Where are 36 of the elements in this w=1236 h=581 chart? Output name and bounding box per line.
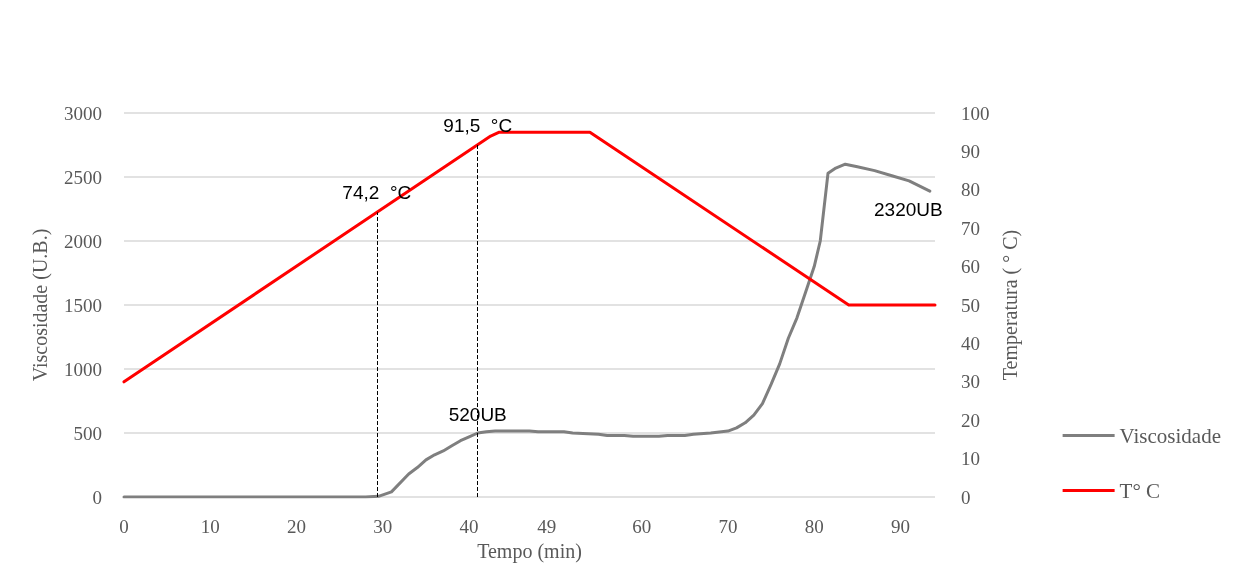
legend-label: Viscosidade bbox=[1119, 423, 1222, 448]
x-tick-label: 80 bbox=[804, 516, 824, 537]
y2-tick-label: 0 bbox=[961, 486, 971, 508]
y2-tick-label: 40 bbox=[961, 332, 980, 354]
y2-tick-label: 10 bbox=[961, 448, 980, 470]
y-tick-label: 1500 bbox=[64, 294, 102, 316]
annotation: 520UB bbox=[448, 404, 507, 426]
y-tick-label: 1000 bbox=[64, 358, 102, 380]
x-axis-title: Tempo (min) bbox=[477, 540, 582, 563]
y2-tick-label: 20 bbox=[961, 409, 980, 431]
y2-axis-title: Temperatura ( ° C) bbox=[999, 229, 1023, 381]
y-tick-label: 0 bbox=[92, 486, 102, 508]
x-tick-label: 20 bbox=[287, 516, 307, 537]
y-tick-label: 500 bbox=[73, 422, 102, 444]
x-tick-label: 90 bbox=[890, 516, 910, 537]
y2-tick-label: 50 bbox=[961, 294, 980, 316]
y-tick-label: 2500 bbox=[64, 166, 102, 188]
y2-tick-label: 90 bbox=[961, 140, 980, 162]
y-tick-label: 2000 bbox=[64, 230, 102, 252]
x-tick-label: 40 bbox=[459, 516, 479, 537]
x-tick-label: 60 bbox=[632, 516, 652, 537]
x-tick-label: 30 bbox=[373, 516, 393, 537]
ref-line-label: 91,5 °C bbox=[443, 114, 513, 136]
y2-tick-label: 80 bbox=[961, 179, 980, 201]
x-tick-label: 10 bbox=[200, 516, 220, 537]
y-axis-title: Viscosidade (U.B.) bbox=[29, 228, 52, 382]
y-tick-label: 3000 bbox=[64, 102, 102, 124]
y2-tick-label: 60 bbox=[961, 256, 980, 278]
x-tick-label: 70 bbox=[718, 516, 738, 537]
x-tick-label: 49 bbox=[537, 516, 557, 537]
legend-label: T° C bbox=[1119, 478, 1161, 503]
y2-tick-label: 70 bbox=[961, 217, 980, 239]
y2-tick-label: 100 bbox=[961, 102, 990, 124]
x-tick-label: 0 bbox=[119, 516, 129, 537]
y2-tick-label: 30 bbox=[961, 371, 980, 393]
annotation: 2320UB bbox=[874, 199, 943, 220]
